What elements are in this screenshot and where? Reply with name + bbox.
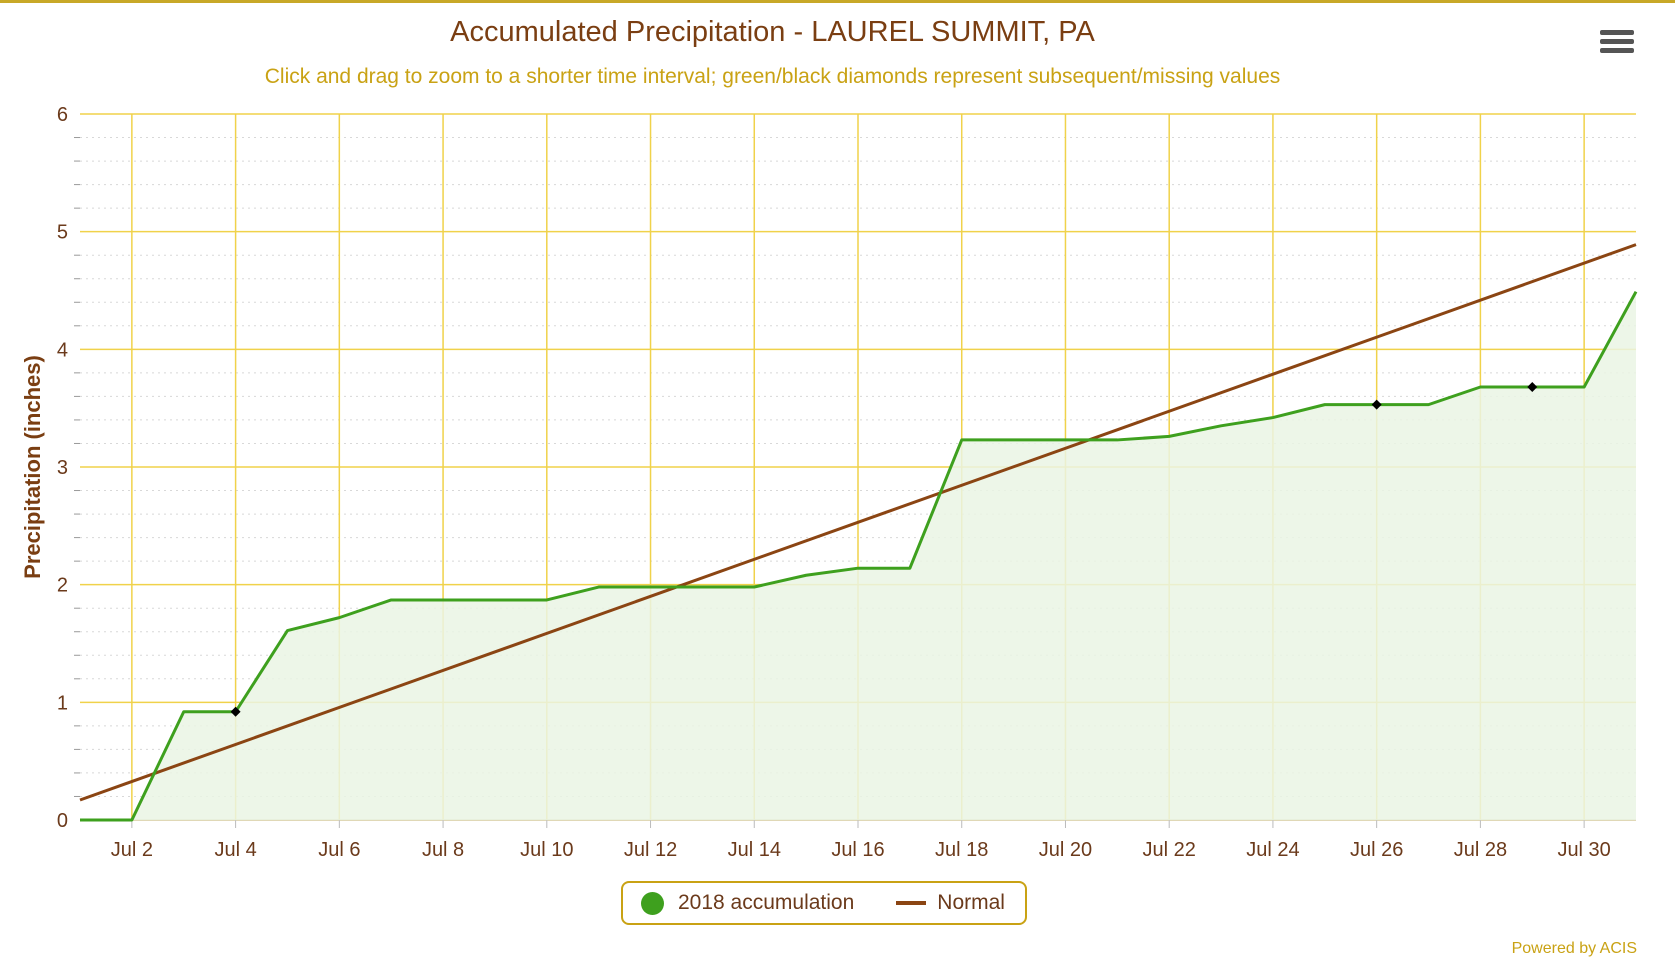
legend-circle-icon [641,891,664,915]
legend-item-normal[interactable]: Normal [854,891,1005,915]
missing-value-diamond [1371,399,1382,410]
y-tick-label: 1 [57,692,68,714]
x-tick-label: Jul 2 [111,839,153,861]
hamburger-menu-icon-bar [1600,39,1634,44]
x-tick-label: Jul 16 [831,839,884,861]
legend-label-accumulation: 2018 accumulation [678,891,855,914]
credit-link[interactable]: Powered by ACIS [1511,940,1637,957]
x-tick-label: Jul 6 [318,839,360,861]
y-tick-label: 6 [57,104,68,126]
x-tick-label: Jul 30 [1557,839,1610,861]
legend: 2018 accumulation Normal [621,881,1027,925]
chart-title: Accumulated Precipitation - LAUREL SUMMI… [450,16,1095,48]
y-tick-label: 3 [57,457,68,479]
x-tick-label: Jul 22 [1143,839,1196,861]
x-tick-label: Jul 26 [1350,839,1403,861]
x-tick-label: Jul 10 [520,839,573,861]
missing-value-diamond [1527,381,1538,392]
legend-line-icon [896,901,927,905]
x-tick-label: Jul 4 [214,839,256,861]
y-tick-label: 2 [57,575,68,597]
y-axis-title: Precipitation (inches) [20,355,45,579]
x-tick-label: Jul 24 [1246,839,1299,861]
top-border [0,0,1675,3]
x-tick-label: Jul 20 [1039,839,1092,861]
hamburger-menu-icon [1600,30,1634,35]
hamburger-menu-icon-bar [1600,48,1634,53]
chart-menu-button[interactable] [1600,30,1634,58]
normal-series-line [79,243,1637,802]
y-tick-label: 5 [57,222,68,244]
x-tick-label: Jul 12 [624,839,677,861]
x-tick-label: Jul 14 [728,839,781,861]
legend-item-accumulation[interactable]: 2018 accumulation [623,891,854,915]
x-tick-label: Jul 8 [422,839,464,861]
x-tick-label: Jul 28 [1454,839,1507,861]
accumulation-area [80,291,1636,821]
missing-value-diamond [230,706,241,717]
x-tick-label: Jul 18 [935,839,988,861]
legend-label-normal: Normal [937,891,1005,914]
chart-subtitle: Click and drag to zoom to a shorter time… [264,65,1281,88]
y-tick-label: 0 [57,810,68,832]
y-tick-label: 4 [57,339,68,361]
